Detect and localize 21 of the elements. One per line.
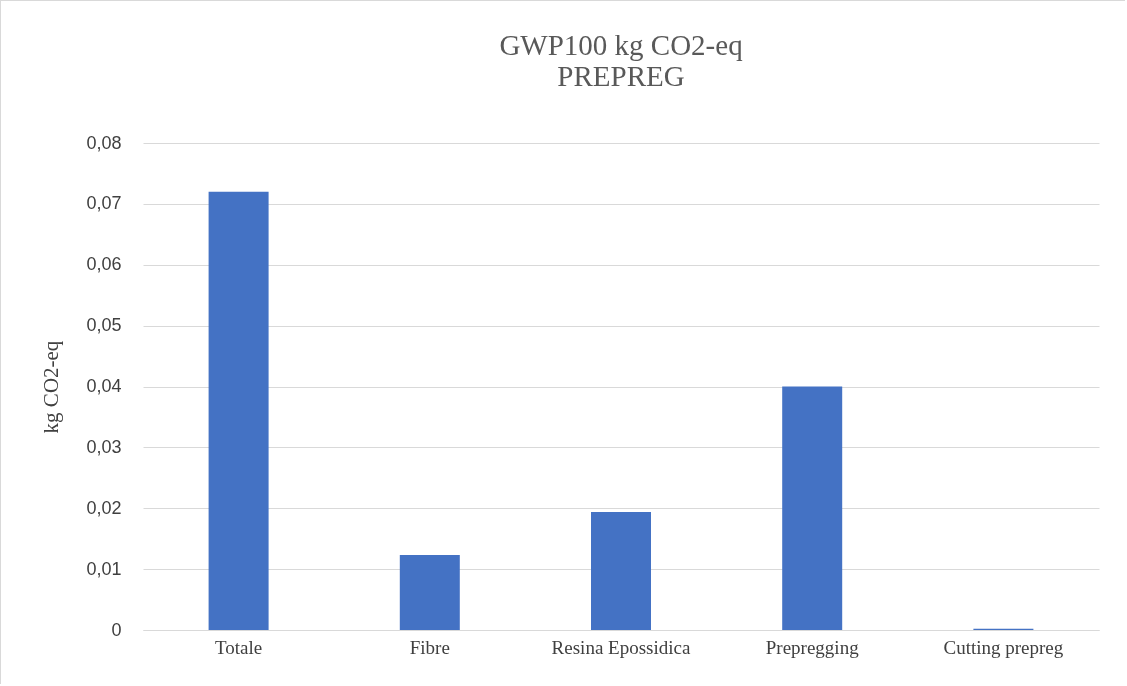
y-tick-label: 0,02 <box>86 497 122 518</box>
x-tick-label: Prepregging <box>765 636 860 658</box>
chart-subtitle: PREPREG <box>557 60 685 92</box>
y-tick-label: 0,07 <box>86 193 122 214</box>
y-tick-label: 0,08 <box>86 132 122 153</box>
bar <box>399 555 460 630</box>
x-tick-label: Cutting prepreg <box>943 636 1064 658</box>
bar <box>208 191 269 630</box>
y-tick-label: 0 <box>111 619 122 640</box>
bar <box>782 386 843 630</box>
x-tick-label: Totale <box>215 636 263 658</box>
y-tick-label: 0,06 <box>86 254 122 275</box>
y-tick-label: 0,01 <box>86 558 122 579</box>
chart-title: GWP100 kg CO2-eq <box>499 29 743 61</box>
y-tick-label: 0,04 <box>86 376 122 396</box>
bar <box>591 511 651 630</box>
y-tick-label: 0,03 <box>86 436 122 457</box>
x-tick-label: Fibre <box>409 636 450 658</box>
y-tick-label: 0,05 <box>86 315 122 336</box>
x-tick-label: Resina Epossidica <box>551 636 691 658</box>
y-axis-title: kg CO2-eq <box>39 340 64 434</box>
